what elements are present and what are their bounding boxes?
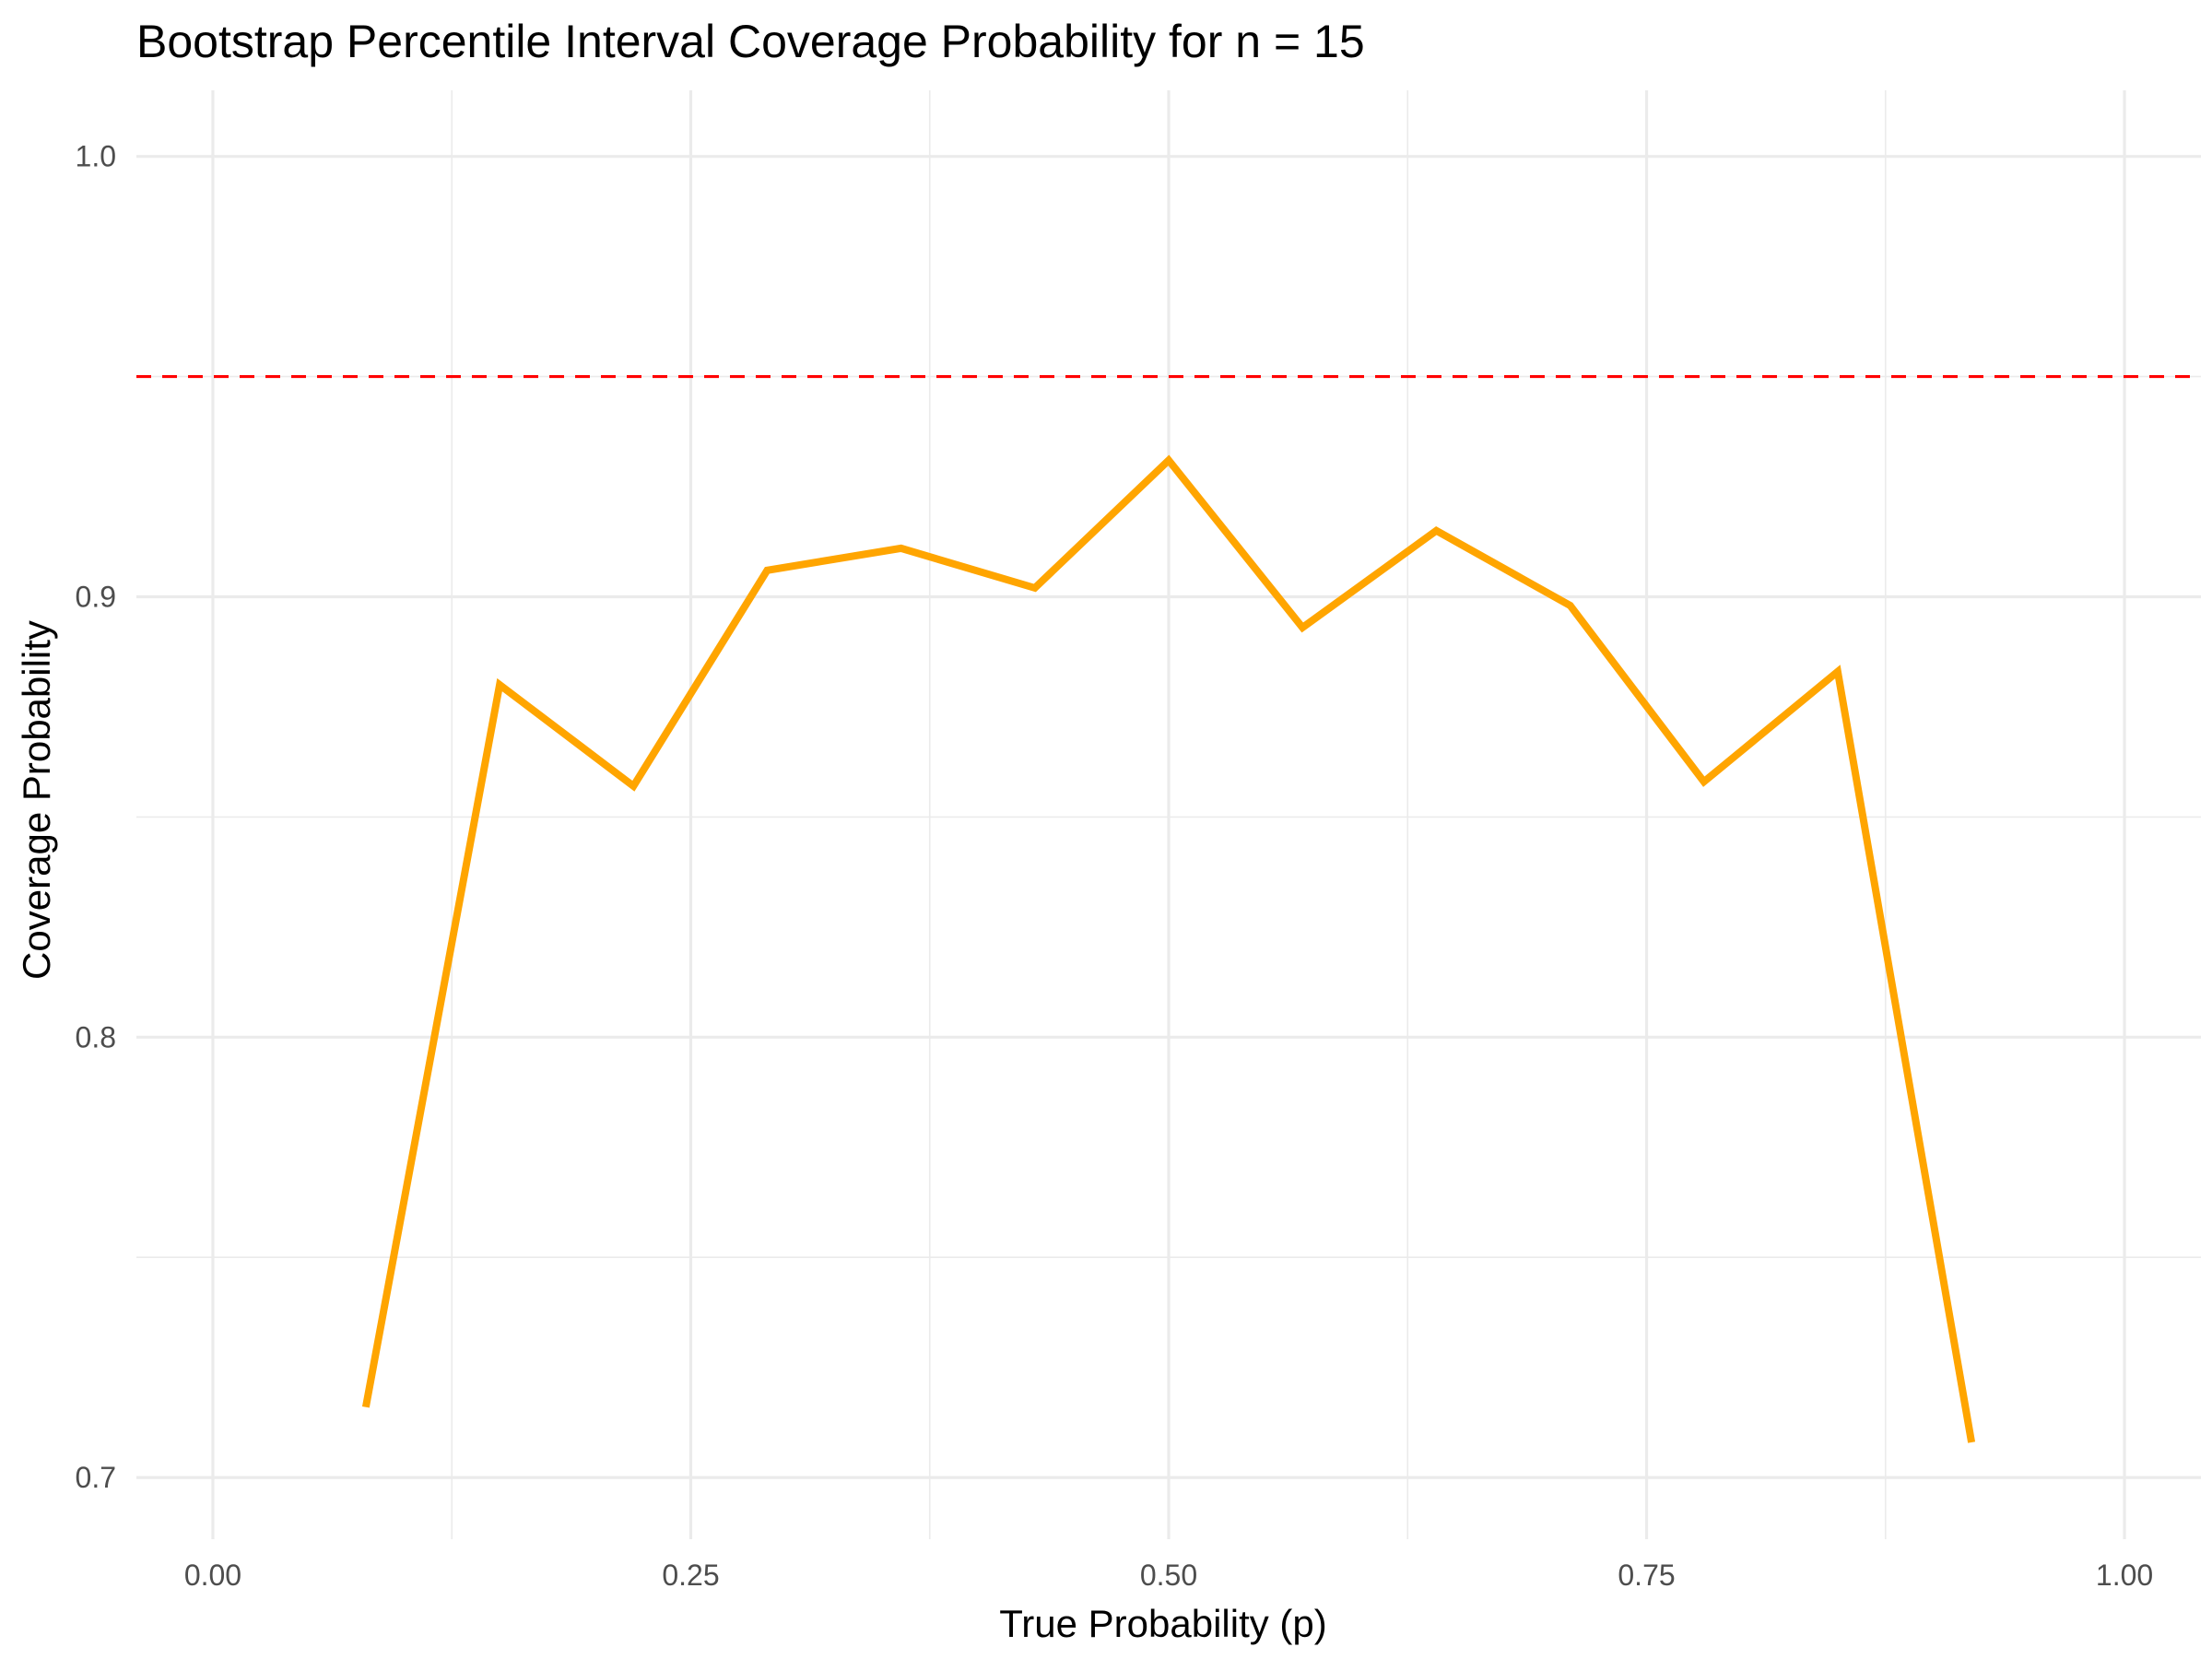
y-tick-label: 0.7 [76, 1461, 116, 1494]
y-tick-label: 0.8 [76, 1020, 116, 1053]
x-tick-label: 1.00 [2096, 1559, 2153, 1592]
x-axis-title: True Probability (p) [999, 1602, 1327, 1645]
x-tick-label: 0.50 [1140, 1559, 1197, 1592]
x-tick-label: 0.75 [1618, 1559, 1675, 1592]
y-tick-labels: 0.7 0.8 0.9 1.0 [76, 140, 116, 1494]
grid-lines [136, 90, 2201, 1539]
y-tick-label: 1.0 [76, 140, 116, 173]
x-tick-label: 0.00 [184, 1559, 241, 1592]
x-tick-label: 0.25 [662, 1559, 719, 1592]
series-group [361, 454, 1976, 1443]
y-axis-title: Coverage Probability [15, 620, 58, 980]
chart-title: Bootstrap Percentile Interval Coverage P… [136, 16, 1365, 67]
x-tick-labels: 0.00 0.25 0.50 0.75 1.00 [184, 1559, 2153, 1592]
y-tick-label: 0.9 [76, 580, 116, 613]
series-line [361, 454, 1976, 1443]
